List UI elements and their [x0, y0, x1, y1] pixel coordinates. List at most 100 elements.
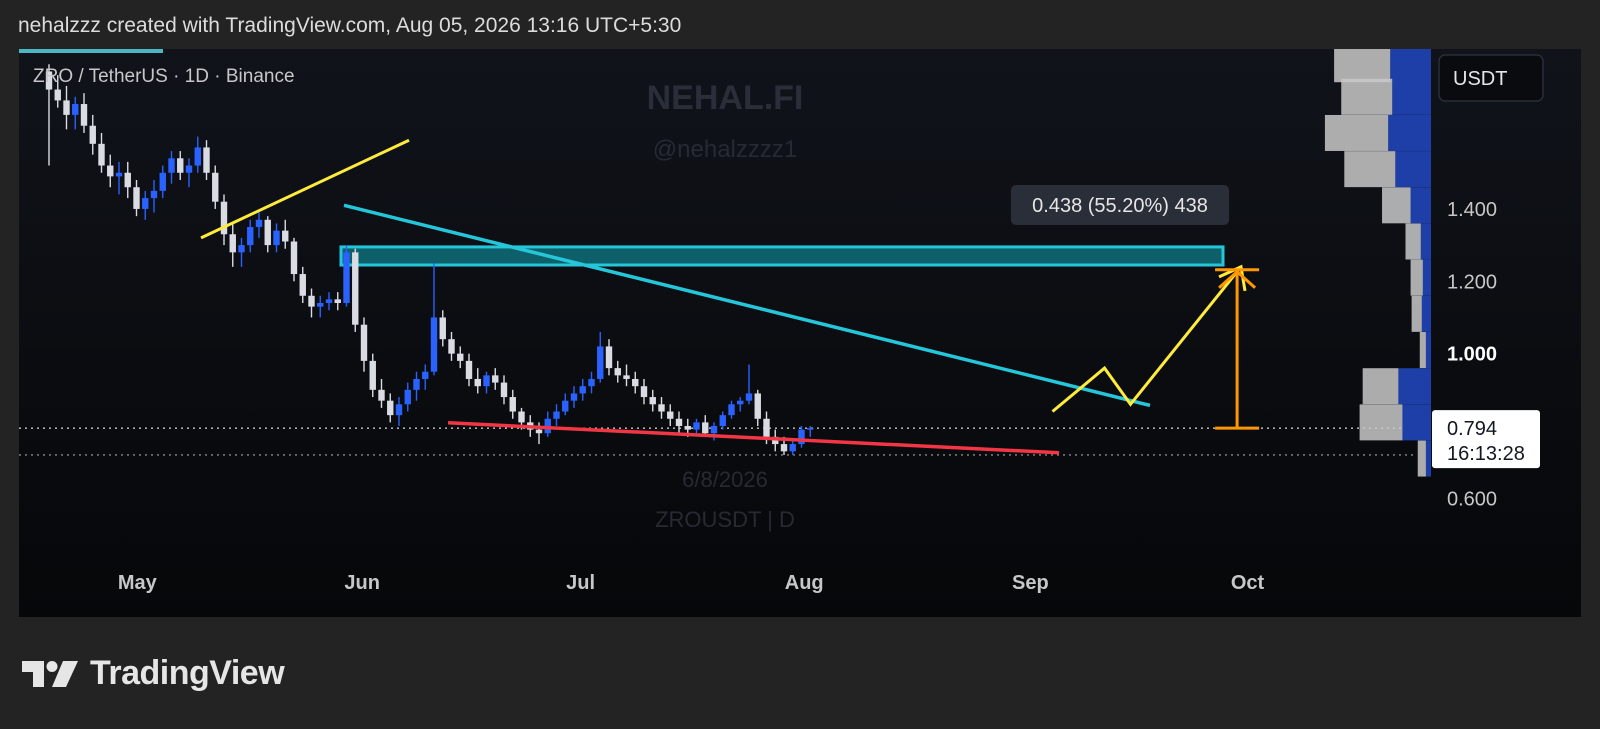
- candle-body: [317, 303, 324, 307]
- volume-profile: [1324, 49, 1431, 477]
- candle-body: [518, 411, 525, 423]
- candle-body: [448, 339, 455, 354]
- candle-body: [710, 426, 718, 434]
- vp-gray-bar: [1362, 368, 1399, 405]
- watermark-date: 6/8/2026: [682, 467, 768, 492]
- vp-blue-bar: [1402, 404, 1431, 441]
- yellow-trendline[interactable]: [200, 138, 410, 240]
- candle-body: [632, 378, 639, 387]
- chart-panel[interactable]: NEHAL.FI @nehalzzzz1 6/8/2026 ZROUSDT | …: [19, 49, 1581, 617]
- candle-body: [640, 386, 648, 398]
- candle-body: [229, 234, 236, 253]
- price-axis[interactable]: 1.400 1.200 1.000 0.600: [1447, 199, 1497, 510]
- candle-body: [238, 245, 245, 253]
- candle-body: [194, 147, 201, 166]
- candle-body: [614, 368, 621, 376]
- candle-body: [54, 89, 61, 101]
- vp-gray-bar: [1419, 332, 1426, 369]
- vp-blue-bar: [1392, 78, 1431, 115]
- candle-body: [299, 274, 306, 296]
- vp-gray-bar: [1405, 223, 1421, 260]
- candle-body: [395, 404, 403, 416]
- candle-body: [89, 125, 96, 144]
- legend-accent-bar: [19, 49, 163, 53]
- candle-body: [177, 158, 184, 173]
- candle-body: [150, 190, 158, 199]
- candle-body: [325, 299, 333, 303]
- candle-body: [413, 378, 420, 390]
- candle-body: [334, 299, 341, 303]
- candle-body: [483, 375, 490, 387]
- candle-body: [360, 324, 368, 361]
- candle-body: [623, 375, 630, 379]
- price-axis-label: 1.400: [1447, 199, 1497, 221]
- candle-body: [115, 172, 123, 177]
- time-axis-label: Aug: [785, 572, 824, 594]
- resistance-zone[interactable]: [339, 245, 1225, 267]
- price-axis-label: 1.200: [1447, 271, 1497, 293]
- candle-body: [264, 219, 271, 246]
- candle-body: [658, 404, 665, 412]
- price-axis-label: 0.600: [1447, 488, 1497, 510]
- candle-body: [588, 378, 595, 387]
- candle-body: [754, 393, 761, 419]
- candle-body: [763, 418, 770, 437]
- candle-body: [780, 444, 788, 452]
- vp-blue-bar: [1421, 295, 1431, 332]
- candle-body: [247, 227, 254, 246]
- candle-body: [605, 346, 613, 369]
- vp-blue-bar: [1425, 440, 1431, 477]
- candle-body: [579, 386, 586, 394]
- candles-layer: [45, 64, 814, 455]
- candle-body: [273, 230, 280, 246]
- candle-body: [597, 346, 604, 379]
- vp-gray-bar: [1411, 295, 1422, 332]
- chart-background: [19, 49, 1581, 617]
- candle-body: [98, 143, 105, 166]
- candle-body: [807, 428, 814, 430]
- vp-gray-bar: [1324, 114, 1389, 151]
- vp-blue-bar: [1398, 368, 1431, 405]
- candle-body: [667, 411, 674, 419]
- candle-body: [562, 400, 569, 412]
- countdown-timer: 16:13:28: [1447, 443, 1525, 465]
- candle-body: [72, 104, 79, 115]
- last-price-tag: 0.794 16:13:28: [1432, 410, 1540, 469]
- measure-tool[interactable]: [1215, 268, 1260, 430]
- symbol-legend[interactable]: ZRO / TetherUS · 1D · Binance: [33, 66, 295, 87]
- watermark-ticker: ZROUSDT | D: [655, 507, 795, 532]
- time-axis-label: Sep: [1012, 572, 1049, 594]
- candle-body: [63, 100, 70, 115]
- time-axis[interactable]: May Jun Jul Aug Sep Oct: [118, 572, 1265, 594]
- red-support-line[interactable]: [447, 420, 1060, 455]
- currency-button[interactable]: USDT: [1438, 54, 1544, 102]
- candle-body: [535, 429, 543, 434]
- vp-gray-bar: [1334, 49, 1391, 83]
- cyan-downtrend-line[interactable]: [343, 203, 1151, 408]
- price-chart[interactable]: NEHAL.FI @nehalzzzz1 6/8/2026 ZROUSDT | …: [19, 49, 1581, 617]
- candle-body: [352, 252, 359, 325]
- tradingview-logo-icon: [22, 660, 78, 687]
- candle-body: [570, 393, 578, 401]
- candle-body: [492, 375, 499, 383]
- candle-body: [500, 382, 508, 398]
- candle-body: [378, 389, 385, 401]
- candle-body: [702, 422, 709, 434]
- candle-body: [553, 411, 560, 419]
- candle-body: [142, 198, 149, 209]
- candle-body: [684, 426, 691, 430]
- candle-body: [133, 187, 140, 209]
- tradingview-logo[interactable]: TradingView: [22, 654, 285, 693]
- measure-arrowhead: [1218, 269, 1257, 289]
- measure-label: 0.438 (55.20%) 438: [1011, 185, 1229, 225]
- time-axis-label: May: [118, 572, 158, 594]
- candle-body: [290, 241, 298, 275]
- vp-gray-bar: [1344, 151, 1396, 188]
- candle-body: [430, 317, 438, 372]
- candle-body: [80, 104, 88, 126]
- projection-path[interactable]: [1051, 265, 1243, 413]
- vp-gray-bar: [1417, 440, 1426, 477]
- candle-body: [107, 165, 114, 177]
- candle-body: [465, 360, 473, 379]
- candle-body: [509, 397, 516, 412]
